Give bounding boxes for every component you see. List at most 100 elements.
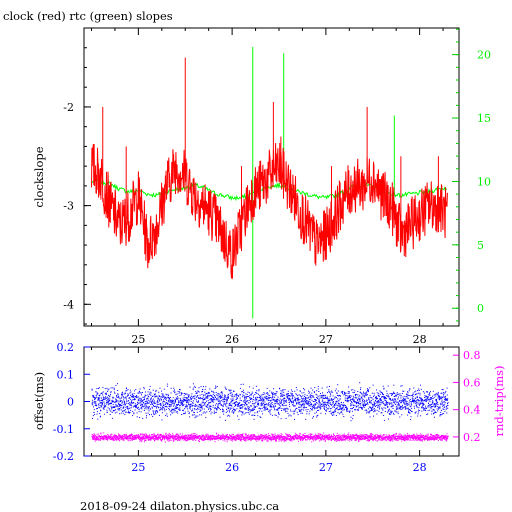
rnd-trip-point (94, 437, 96, 439)
offset-point (431, 398, 433, 400)
offset-point (324, 408, 326, 410)
offset-point (260, 403, 262, 405)
rnd-trip-point (179, 436, 181, 437)
offset-point (122, 407, 124, 409)
rnd-trip-point (166, 434, 167, 436)
offset-point (383, 388, 385, 390)
rnd-trip-point (186, 439, 188, 441)
offset-point (337, 412, 339, 414)
offset-point (337, 402, 339, 404)
offset-point (424, 399, 426, 401)
rnd-trip-point (301, 434, 303, 436)
offset-point (446, 406, 447, 407)
offset-point (310, 396, 312, 398)
offset-point (268, 400, 270, 401)
offset-point (268, 397, 270, 399)
offset-point (308, 405, 310, 407)
offset-point (161, 406, 163, 408)
offset-point (248, 402, 250, 404)
offset-point (282, 409, 284, 411)
offset-point (251, 394, 252, 396)
rnd-trip-point (223, 439, 225, 441)
offset-point (352, 395, 354, 397)
offset-point (379, 403, 381, 405)
offset-point (179, 405, 181, 407)
offset-point (390, 413, 392, 415)
offset-point (288, 395, 289, 397)
rnd-trip-point (191, 435, 192, 437)
offset-point (309, 399, 311, 401)
rnd-trip-point (218, 435, 220, 436)
rnd-trip-point (111, 438, 113, 440)
offset-point (437, 391, 439, 393)
offset-point (121, 394, 123, 396)
offset-point (441, 399, 443, 401)
offset-point (155, 410, 157, 412)
offset-point (388, 397, 390, 399)
rnd-trip-point (228, 439, 230, 441)
offset-point (252, 387, 254, 389)
offset-point (308, 400, 310, 402)
rnd-trip-point (100, 433, 102, 435)
offset-point (313, 405, 315, 407)
rnd-trip-point (165, 436, 167, 438)
offset-point (362, 393, 364, 395)
offset-point (268, 397, 270, 399)
offset-point (120, 400, 122, 402)
offset-point (309, 410, 311, 412)
offset-point (431, 403, 432, 405)
offset-point (444, 392, 446, 394)
rnd-trip-point (142, 438, 144, 440)
offset-point (229, 390, 231, 392)
rnd-trip-point (274, 433, 276, 435)
rnd-trip-point (191, 433, 193, 435)
offset-point (284, 389, 286, 391)
offset-point (285, 417, 287, 419)
rnd-trip-point (300, 439, 302, 441)
offset-point (197, 407, 199, 409)
offset-point (406, 395, 408, 397)
offset-point (169, 405, 171, 407)
offset-point (254, 408, 256, 410)
offset-point (305, 409, 307, 411)
rnd-trip-point (172, 433, 174, 435)
rnd-trip-point (146, 435, 148, 437)
offset-point (389, 408, 390, 410)
offset-point (151, 397, 152, 399)
offset-point (263, 402, 264, 404)
offset-point (353, 399, 355, 401)
offset-point (162, 405, 164, 406)
rnd-trip-point (171, 435, 173, 437)
rnd-trip-point (269, 439, 271, 441)
offset-point (358, 397, 360, 399)
offset-point (336, 401, 338, 403)
offset-point (119, 413, 121, 415)
offset-point (342, 391, 344, 393)
offset-point (133, 393, 135, 395)
offset-point (385, 404, 387, 406)
offset-point (401, 399, 403, 401)
offset-point (436, 408, 438, 410)
offset-point (282, 404, 283, 405)
rnd-trip-point (249, 436, 250, 438)
rnd-trip-point (186, 434, 188, 436)
offset-point (351, 408, 353, 410)
offset-point (208, 391, 210, 393)
offset-point (371, 400, 373, 402)
offset-point (312, 396, 314, 398)
offset-point (107, 407, 109, 409)
offset-point (278, 403, 280, 405)
offset-point (215, 396, 216, 398)
offset-point (418, 403, 420, 405)
offset-point (347, 401, 349, 403)
offset-point (249, 397, 251, 399)
offset-point (202, 391, 203, 392)
offset-point (232, 403, 234, 405)
offset-point (351, 399, 353, 401)
rnd-trip-point (104, 435, 105, 437)
offset-point (333, 414, 335, 416)
offset-point (384, 396, 386, 398)
rnd-trip-point (190, 437, 192, 439)
rnd-trip-point (212, 435, 214, 437)
offset-point (316, 415, 318, 417)
